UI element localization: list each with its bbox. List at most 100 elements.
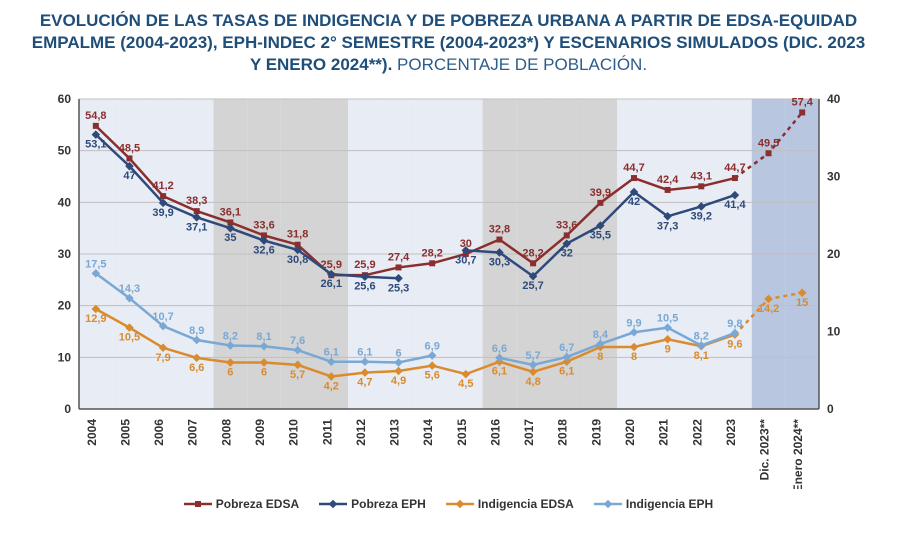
marker <box>731 175 737 181</box>
x-category: 2011 <box>320 419 334 445</box>
legend-marker <box>594 498 622 510</box>
data-label: 6,1 <box>559 366 574 378</box>
data-label: 6,6 <box>491 343 506 355</box>
x-category: 2022 <box>690 419 704 446</box>
data-label: 6,7 <box>559 342 574 354</box>
data-label: 6,1 <box>357 347 372 359</box>
x-category: 2023 <box>723 419 737 446</box>
marker <box>160 193 166 199</box>
data-label: 6 <box>227 367 233 379</box>
y-left-tick: 20 <box>57 299 71 313</box>
data-label: 8,9 <box>189 325 204 337</box>
data-label: 14,2 <box>757 303 778 315</box>
data-label: 8,1 <box>256 332 271 344</box>
data-label: 8,4 <box>592 329 608 341</box>
x-category: 2004 <box>84 419 98 446</box>
x-category: 2018 <box>555 419 569 446</box>
legend-item: Indigencia EPH <box>594 497 713 511</box>
x-category: Dic. 2023** <box>757 419 771 481</box>
data-label: 36,1 <box>219 207 240 219</box>
data-label: 8 <box>630 351 636 363</box>
legend-marker <box>446 498 474 510</box>
data-label: 5,7 <box>289 369 304 381</box>
marker <box>329 500 338 509</box>
x-category: 2007 <box>185 419 199 446</box>
data-label: 35 <box>224 232 236 244</box>
data-label: 4,7 <box>357 377 372 389</box>
data-label: 9,6 <box>727 339 742 351</box>
y-left-tick: 0 <box>64 402 71 416</box>
title-sub: PORCENTAJE DE POBLACIÓN. <box>392 55 647 74</box>
marker <box>496 237 502 243</box>
data-label: 9,8 <box>727 318 742 330</box>
data-label: 39,9 <box>589 187 610 199</box>
marker <box>597 200 603 206</box>
y-left-tick: 10 <box>57 351 71 365</box>
data-label: 6 <box>395 348 401 360</box>
x-category: 2005 <box>118 419 132 446</box>
marker <box>664 187 670 193</box>
y-left-tick: 40 <box>57 196 71 210</box>
data-label: 32,6 <box>253 245 274 257</box>
y-right-tick: 30 <box>827 170 841 184</box>
legend-label: Indigencia EPH <box>626 497 713 511</box>
data-label: 42,4 <box>656 174 678 186</box>
data-label: 27,4 <box>387 252 409 264</box>
marker <box>530 261 536 267</box>
data-label: 6,6 <box>189 362 204 374</box>
data-label: 6 <box>260 367 266 379</box>
y-left-tick: 60 <box>57 92 71 106</box>
legend: Pobreza EDSA Pobreza EPH Indigencia EDSA In… <box>0 497 897 511</box>
x-category: 2009 <box>253 419 267 446</box>
data-label: 47 <box>123 170 135 182</box>
data-label: 32,8 <box>488 224 509 236</box>
x-category: 2021 <box>656 419 670 446</box>
x-category: 2020 <box>623 419 637 446</box>
data-label: 30,7 <box>455 255 476 267</box>
legend-label: Pobreza EDSA <box>216 497 299 511</box>
legend-marker <box>184 498 212 510</box>
data-label: 30,8 <box>286 254 307 266</box>
x-category: 2008 <box>219 419 233 446</box>
data-label: 42 <box>627 196 639 208</box>
legend-item: Pobreza EDSA <box>184 497 299 511</box>
x-category: 2015 <box>454 419 468 446</box>
data-label: 37,1 <box>186 222 207 234</box>
data-label: 25,9 <box>354 259 375 271</box>
data-label: 30,3 <box>488 257 509 269</box>
data-label: 6,1 <box>491 366 506 378</box>
data-label: 10,7 <box>152 311 173 323</box>
x-category: 2012 <box>353 419 367 446</box>
data-label: 25,6 <box>354 281 375 293</box>
data-label: 26,1 <box>320 278 341 290</box>
marker <box>698 184 704 190</box>
y-right-tick: 40 <box>827 92 841 106</box>
data-label: 8,2 <box>222 331 237 343</box>
legend-item: Indigencia EDSA <box>446 497 574 511</box>
data-label: 4,9 <box>390 375 405 387</box>
data-label: 33,6 <box>556 220 577 232</box>
y-right-tick: 10 <box>827 325 841 339</box>
data-label: 39,9 <box>152 207 173 219</box>
data-label: 4,2 <box>323 381 338 393</box>
data-label: 44,7 <box>724 162 745 174</box>
chart-svg: 0102030405060010203040200420052006200720… <box>24 89 874 489</box>
data-label: 5,7 <box>525 350 540 362</box>
legend-item: Pobreza EPH <box>319 497 426 511</box>
data-label: 53,1 <box>85 139 106 151</box>
legend-label: Pobreza EPH <box>351 497 426 511</box>
data-label: 8,2 <box>693 331 708 343</box>
marker <box>456 500 465 509</box>
data-label: 6,9 <box>424 341 439 353</box>
x-category: 2006 <box>152 419 166 446</box>
data-label: 48,5 <box>118 143 139 155</box>
data-label: 43,1 <box>690 171 711 183</box>
y-left-tick: 50 <box>57 144 71 158</box>
data-label: 9,9 <box>626 318 641 330</box>
marker <box>604 500 613 509</box>
data-label: 31,8 <box>286 229 307 241</box>
data-label: 25,7 <box>522 280 543 292</box>
chart-title: EVOLUCIÓN DE LAS TASAS DE INDIGENCIA Y D… <box>0 0 897 84</box>
data-label: 39,2 <box>690 211 711 223</box>
data-label: 6,1 <box>323 347 338 359</box>
